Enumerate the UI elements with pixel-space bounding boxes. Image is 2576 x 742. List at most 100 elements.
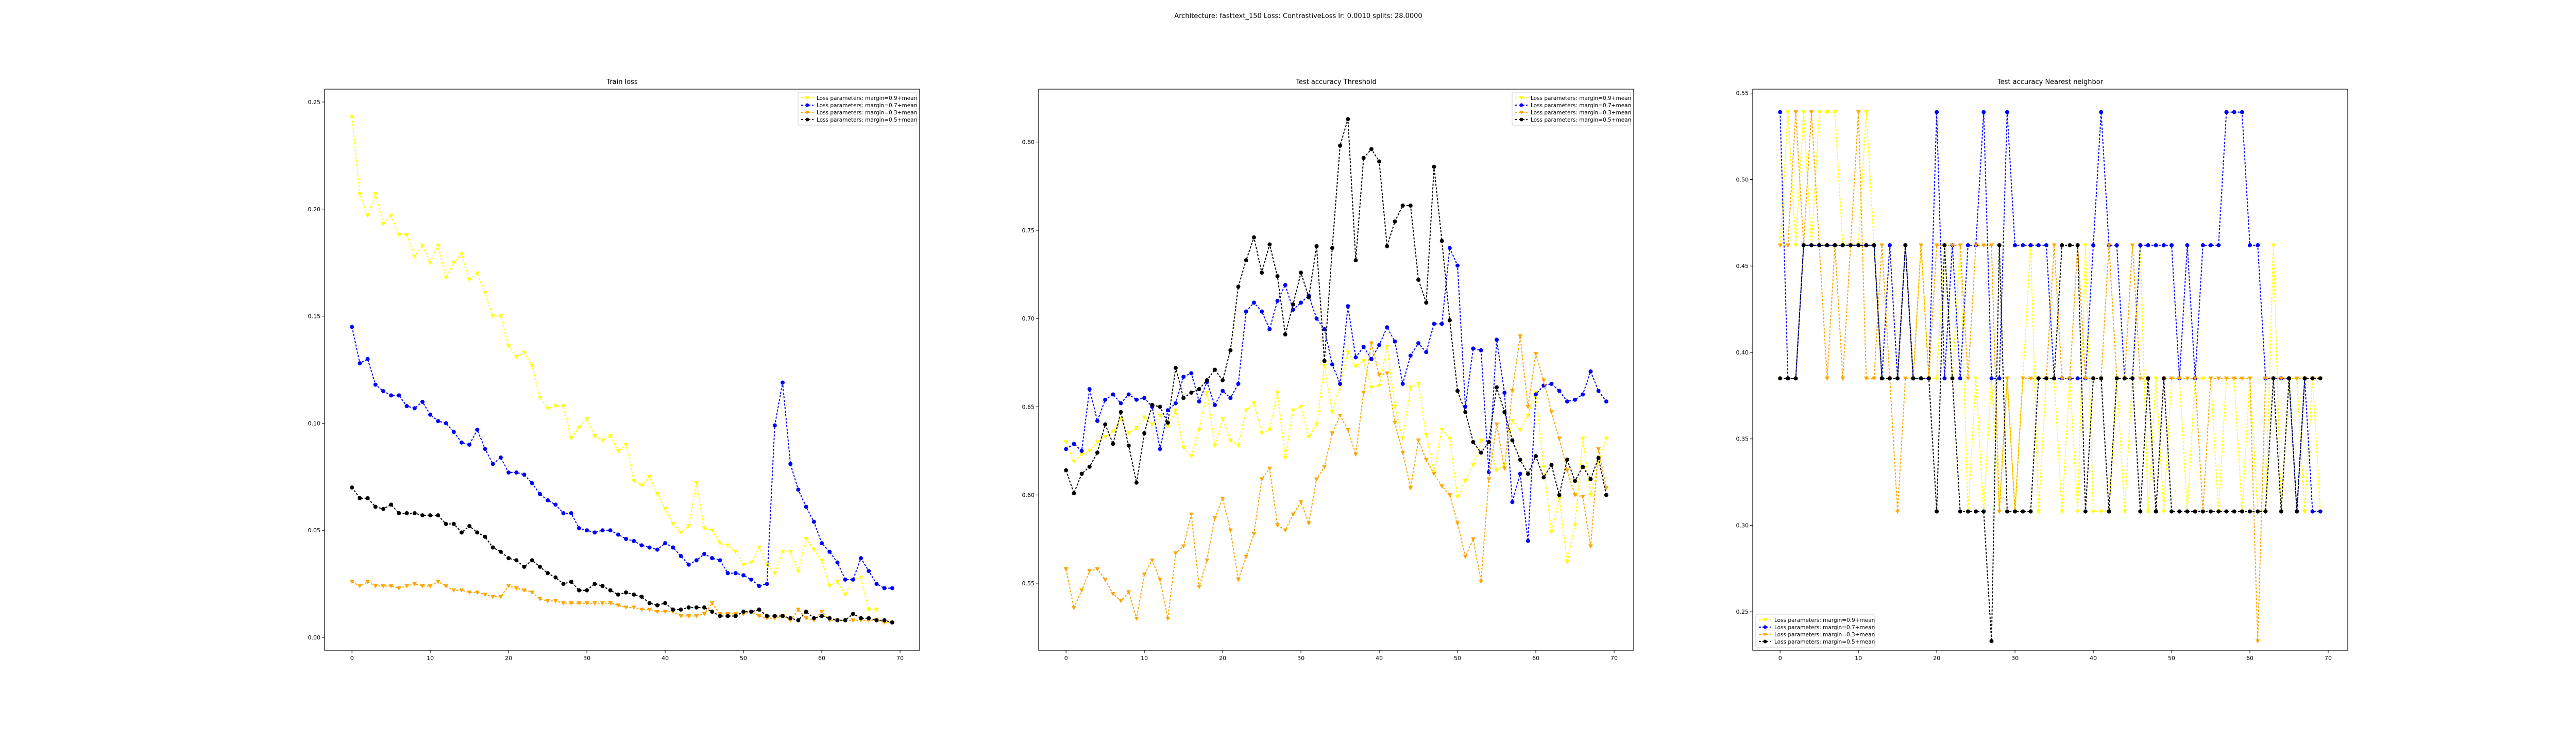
data-point — [2114, 243, 2119, 247]
data-point — [404, 233, 410, 238]
data-point — [1377, 343, 1382, 347]
data-point — [2083, 243, 2088, 248]
data-point — [2130, 243, 2135, 248]
y-tick-label: 0.60 — [1022, 492, 1035, 499]
data-point — [1181, 445, 1186, 450]
data-point — [381, 584, 386, 588]
data-point — [2059, 376, 2064, 381]
data-point — [1330, 410, 1335, 415]
data-point — [1103, 397, 1108, 402]
data-point — [428, 261, 433, 265]
data-point — [600, 528, 605, 533]
data-point — [694, 605, 699, 610]
data-point — [725, 571, 730, 576]
data-point — [1965, 243, 1970, 247]
data-point — [2185, 243, 2190, 247]
data-point — [2154, 509, 2158, 514]
data-point — [2154, 243, 2158, 247]
data-point — [1495, 338, 1499, 342]
data-point — [349, 580, 354, 584]
data-point — [600, 601, 605, 606]
data-point — [483, 291, 488, 295]
data-point — [2287, 376, 2292, 381]
data-point — [1079, 588, 1084, 593]
data-point — [1400, 436, 1405, 441]
data-point — [1158, 447, 1162, 451]
data-point — [1095, 450, 1099, 455]
data-point — [843, 618, 848, 622]
series-3 — [1777, 110, 2323, 644]
data-point — [1526, 538, 1530, 543]
data-point — [2075, 376, 2080, 381]
data-point — [1455, 389, 1460, 393]
data-point — [1197, 399, 1201, 404]
data-point — [1244, 555, 1249, 559]
data-point — [2247, 376, 2252, 381]
data-point — [1345, 350, 1350, 355]
data-point — [631, 479, 636, 484]
data-point — [1393, 339, 1397, 344]
data-point — [639, 543, 644, 548]
data-point — [1580, 495, 1585, 499]
data-point — [1887, 243, 1892, 247]
data-point — [1911, 376, 1916, 381]
data-point — [1322, 327, 1327, 331]
data-point — [1221, 378, 1225, 383]
data-point — [2138, 243, 2143, 247]
data-point — [1596, 447, 1601, 452]
data-point — [1817, 243, 1822, 247]
data-point — [2216, 376, 2221, 381]
data-point — [358, 361, 362, 366]
data-point — [741, 563, 746, 567]
data-point — [506, 556, 511, 561]
data-point — [1935, 509, 1939, 514]
y-tick-label: 0.25 — [308, 99, 321, 106]
data-point — [2146, 243, 2150, 247]
data-point — [428, 412, 433, 417]
legend-label: Loss parameters: margin=0.3+mean — [1774, 632, 1875, 638]
data-point — [365, 580, 370, 584]
x-tick-label: 70 — [896, 655, 904, 662]
x-tick-label: 60 — [818, 655, 825, 662]
data-point — [1393, 219, 1397, 224]
legend-marker — [1763, 639, 1767, 644]
data-point — [537, 396, 543, 400]
data-point — [1470, 463, 1476, 467]
data-point — [1087, 387, 1092, 392]
series-4 — [1778, 243, 2323, 644]
series-line — [1780, 244, 2320, 642]
data-point — [1087, 464, 1092, 469]
data-point — [1260, 309, 1264, 314]
data-point — [1322, 364, 1327, 369]
x-tick-label: 70 — [1611, 655, 1618, 662]
data-point — [2083, 376, 2088, 381]
data-point — [1588, 544, 1593, 549]
data-point — [365, 496, 370, 500]
data-point — [686, 605, 691, 610]
data-point — [1502, 410, 1507, 414]
y-tick-label: 0.30 — [1736, 522, 1749, 529]
data-point — [498, 595, 503, 599]
data-point — [2145, 510, 2150, 514]
x-tick-label: 30 — [583, 655, 590, 662]
data-point — [1338, 381, 1343, 386]
data-point — [1298, 404, 1303, 409]
data-point — [1580, 436, 1585, 441]
data-point — [1518, 458, 1522, 462]
data-point — [772, 423, 777, 428]
data-point — [1251, 532, 1257, 536]
data-point — [859, 556, 863, 561]
data-point — [1064, 468, 1069, 473]
data-point — [1534, 392, 1538, 397]
data-point — [1809, 243, 1814, 247]
y-tick-label: 0.35 — [1736, 436, 1749, 443]
data-point — [389, 502, 394, 507]
series-2 — [350, 325, 894, 591]
data-point — [663, 601, 668, 605]
data-point — [2240, 376, 2245, 381]
data-point — [819, 610, 824, 614]
legend-label: Loss parameters: margin=0.9+mean — [1531, 95, 1631, 102]
data-point — [584, 417, 589, 421]
data-point — [2059, 510, 2064, 514]
data-point — [1533, 352, 1538, 357]
